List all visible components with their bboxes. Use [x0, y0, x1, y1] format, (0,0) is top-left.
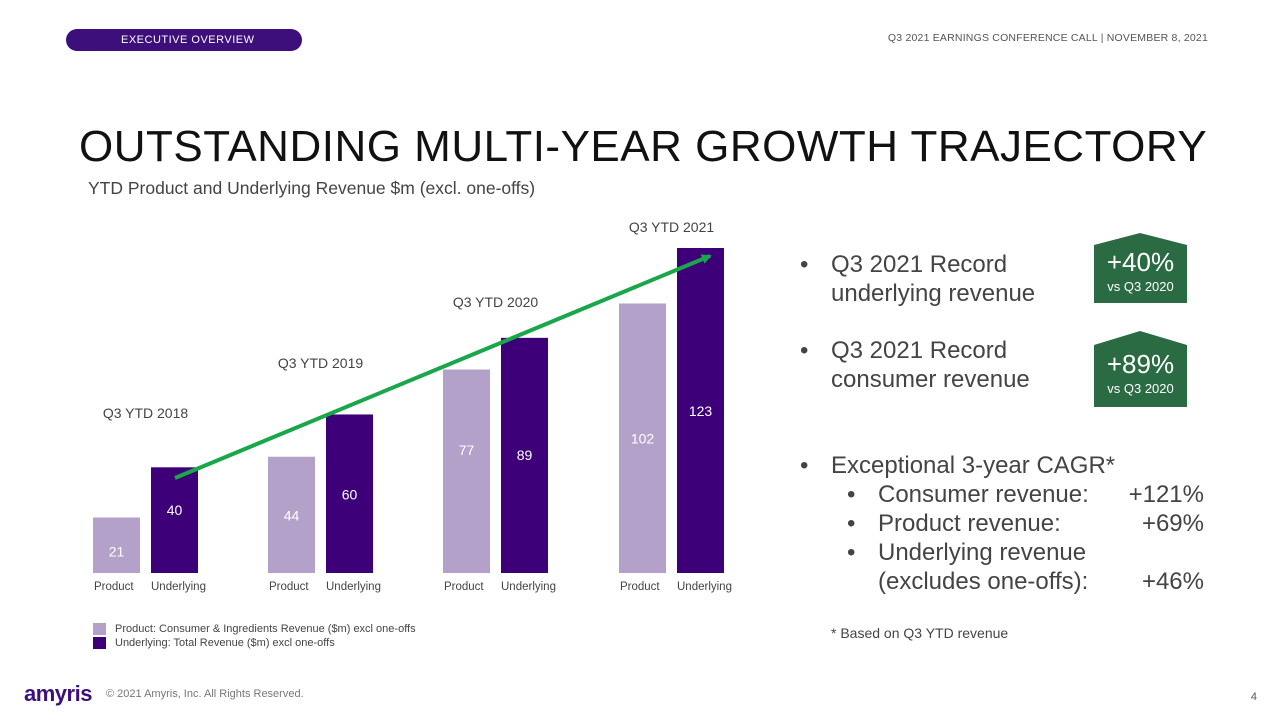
group-label: Q3 YTD 2019 — [278, 355, 364, 371]
group-label: Q3 YTD 2021 — [629, 219, 715, 235]
cagr-label: (excludes one-offs): — [878, 568, 1089, 595]
bar-category-label: Underlying — [677, 581, 732, 593]
legend-swatch — [93, 623, 106, 636]
section-label: EXECUTIVE OVERVIEW — [121, 34, 255, 46]
section-pill: EXECUTIVE OVERVIEW — [66, 29, 302, 51]
bullet-dot: • — [800, 452, 809, 479]
legend-underlying: Underlying: Total Revenue ($m) excl one-… — [93, 637, 335, 650]
cagr-label: Consumer revenue: — [878, 481, 1089, 508]
cagr-value: +46% — [1141, 568, 1204, 595]
bar-underlying-0 — [151, 467, 198, 573]
group-label: Q3 YTD 2020 — [453, 294, 539, 310]
bar-value-label: 89 — [517, 447, 533, 463]
bullet-heading: Exceptional 3-year CAGR* — [831, 452, 1116, 479]
bar-product-1 — [268, 456, 315, 573]
cagr-item-consumer: • Consumer revenue: +121% — [800, 480, 1204, 509]
bar-value-label: 40 — [167, 502, 183, 518]
badge-caption: vs Q3 2020 — [1107, 381, 1174, 396]
bar-product-3 — [619, 303, 666, 573]
bullet-underlying-record: • Q3 2021 Record underlying revenue — [800, 250, 1035, 308]
group-label: Q3 YTD 2018 — [103, 405, 189, 421]
cagr-item-underlying-cont: (excludes one-offs): +46% — [800, 567, 1204, 596]
bar-category-label: Underlying — [501, 581, 556, 593]
legend-label: Product: Consumer & Ingredients Revenue … — [115, 623, 416, 635]
house-badge-shape — [1094, 233, 1187, 303]
bullet-dot: • — [800, 251, 809, 278]
cagr-value: +69% — [1141, 510, 1204, 537]
bullet-dot: • — [847, 481, 856, 508]
footnote: * Based on Q3 YTD revenue — [831, 625, 1009, 641]
bar-value-label: 77 — [459, 442, 475, 458]
bullet-dot: • — [847, 539, 856, 566]
page-title: OUTSTANDING MULTI-YEAR GROWTH TRAJECTORY — [79, 122, 1208, 171]
cagr-value: +121% — [1128, 481, 1204, 508]
bar-value-label: 21 — [109, 543, 125, 559]
bullet-text: Q3 2021 Record — [831, 337, 1008, 364]
bullet-dot: • — [800, 337, 809, 364]
bar-underlying-1 — [326, 414, 373, 573]
event-label: Q3 2021 EARNINGS CONFERENCE CALL | NOVEM… — [887, 32, 1208, 44]
bar-product-2 — [443, 369, 490, 573]
bullet-text: Q3 2021 Record — [831, 251, 1008, 278]
bar-value-label: 44 — [284, 508, 300, 524]
bar-category-label: Underlying — [326, 581, 381, 593]
house-badge-shape — [1094, 331, 1187, 407]
bullet-dot: • — [847, 510, 856, 537]
legend-label: Underlying: Total Revenue ($m) excl one-… — [115, 637, 335, 649]
bar-value-label: 60 — [342, 486, 358, 502]
bar-product-0 — [93, 517, 140, 573]
bar-underlying-2 — [501, 337, 548, 573]
badge-caption: vs Q3 2020 — [1107, 279, 1174, 294]
bullet-text: underlying revenue — [831, 280, 1036, 307]
bar-category-label: Product — [269, 581, 309, 593]
bar-value-label: 123 — [689, 403, 713, 419]
bar-underlying-3 — [677, 248, 724, 573]
cagr-label: Underlying revenue — [878, 539, 1087, 566]
bar-category-label: Product — [94, 581, 134, 593]
legend-product: Product: Consumer & Ingredients Revenue … — [93, 623, 416, 636]
bullet-consumer-record: • Q3 2021 Record consumer revenue — [800, 336, 1030, 394]
bar-category-label: Product — [444, 581, 484, 593]
cagr-item-underlying: • Underlying revenue — [800, 538, 1204, 567]
page-number: 4 — [1250, 691, 1257, 703]
growth-trend-arrow — [174, 254, 712, 480]
bar-value-label: 102 — [631, 430, 655, 446]
bullet-cagr: • Exceptional 3-year CAGR* • Consumer reve… — [800, 451, 1204, 596]
revenue-bar-chart: 21 Product 40 Underlying Q3 YTD 2018 44 Produc… — [93, 219, 732, 593]
company-logo: amyris — [24, 681, 92, 706]
cagr-label: Product revenue: — [878, 510, 1061, 537]
badge-value: +40% — [1106, 247, 1175, 277]
page-subtitle: YTD Product and Underlying Revenue $m (e… — [88, 178, 536, 198]
bar-category-label: Product — [620, 581, 660, 593]
badge-value: +89% — [1106, 349, 1175, 379]
legend-swatch — [93, 637, 106, 650]
copyright: © 2021 Amyris, Inc. All Rights Reserved. — [106, 688, 304, 700]
cagr-item-product: • Product revenue: +69% — [800, 509, 1204, 538]
bar-category-label: Underlying — [151, 581, 206, 593]
bullet-text: consumer revenue — [831, 366, 1030, 393]
